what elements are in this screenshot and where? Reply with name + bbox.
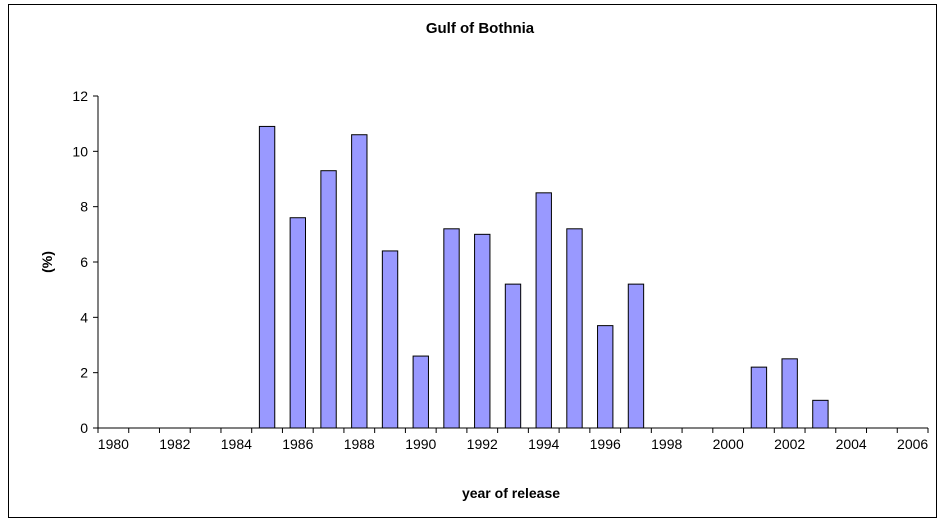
y-tick-label-4: 4 xyxy=(80,309,88,325)
y-tick-label-2: 2 xyxy=(80,365,88,381)
x-tick-label-1998: 1998 xyxy=(651,436,682,452)
x-tick-label-2000: 2000 xyxy=(713,436,744,452)
x-tick-label-2006: 2006 xyxy=(897,436,928,452)
bar-chart: Gulf of Bothnia (%) year of release 0 2 4 6… xyxy=(39,20,929,501)
axes-layer: 0 2 4 6 8 10 12 1980 1982 1984 1986 1988 1990 1992 199… xyxy=(72,88,929,452)
x-tick-label-1986: 1986 xyxy=(282,436,313,452)
bar-1987 xyxy=(320,170,337,429)
bar-1986 xyxy=(289,217,307,429)
x-tick-label-1988: 1988 xyxy=(344,436,375,452)
x-tick-label-1990: 1990 xyxy=(405,436,436,452)
bar-1990 xyxy=(412,355,429,429)
x-tick-label-1992: 1992 xyxy=(467,436,498,452)
x-tick-label-1982: 1982 xyxy=(159,436,190,452)
y-tick-label-6: 6 xyxy=(80,254,88,270)
x-tick-label-2004: 2004 xyxy=(836,436,867,452)
x-tick-label-2002: 2002 xyxy=(774,436,805,452)
x-axis-label: year of release xyxy=(462,485,560,501)
bar-2002 xyxy=(781,358,798,429)
bar-1988 xyxy=(351,134,368,429)
bar-2003 xyxy=(812,399,829,429)
y-tick-label-10: 10 xyxy=(72,143,88,159)
bar-1993 xyxy=(504,283,522,429)
y-tick-label-8: 8 xyxy=(80,199,88,215)
x-tick-label-1984: 1984 xyxy=(221,436,252,452)
chart-frame: Gulf of Bothnia (%) year of release 0 2 4 6… xyxy=(8,4,937,518)
chart-title: Gulf of Bothnia xyxy=(426,20,535,37)
x-tick-label-1996: 1996 xyxy=(590,436,621,452)
y-tick-label-12: 12 xyxy=(72,88,88,104)
bar-1991 xyxy=(443,228,460,429)
bar-1995 xyxy=(566,228,583,429)
bar-1996 xyxy=(597,325,614,429)
bars-layer xyxy=(258,125,829,429)
x-tick-label-1994: 1994 xyxy=(528,436,559,452)
bar-1985 xyxy=(258,125,276,429)
bar-1992 xyxy=(474,233,491,429)
x-tick-label-1980: 1980 xyxy=(98,436,129,452)
y-tick-label-0: 0 xyxy=(80,420,88,436)
y-axis-label: (%) xyxy=(39,251,55,273)
bar-1994 xyxy=(535,192,552,429)
bar-2001 xyxy=(750,366,768,429)
bar-1989 xyxy=(381,250,399,429)
bar-1997 xyxy=(627,283,645,429)
